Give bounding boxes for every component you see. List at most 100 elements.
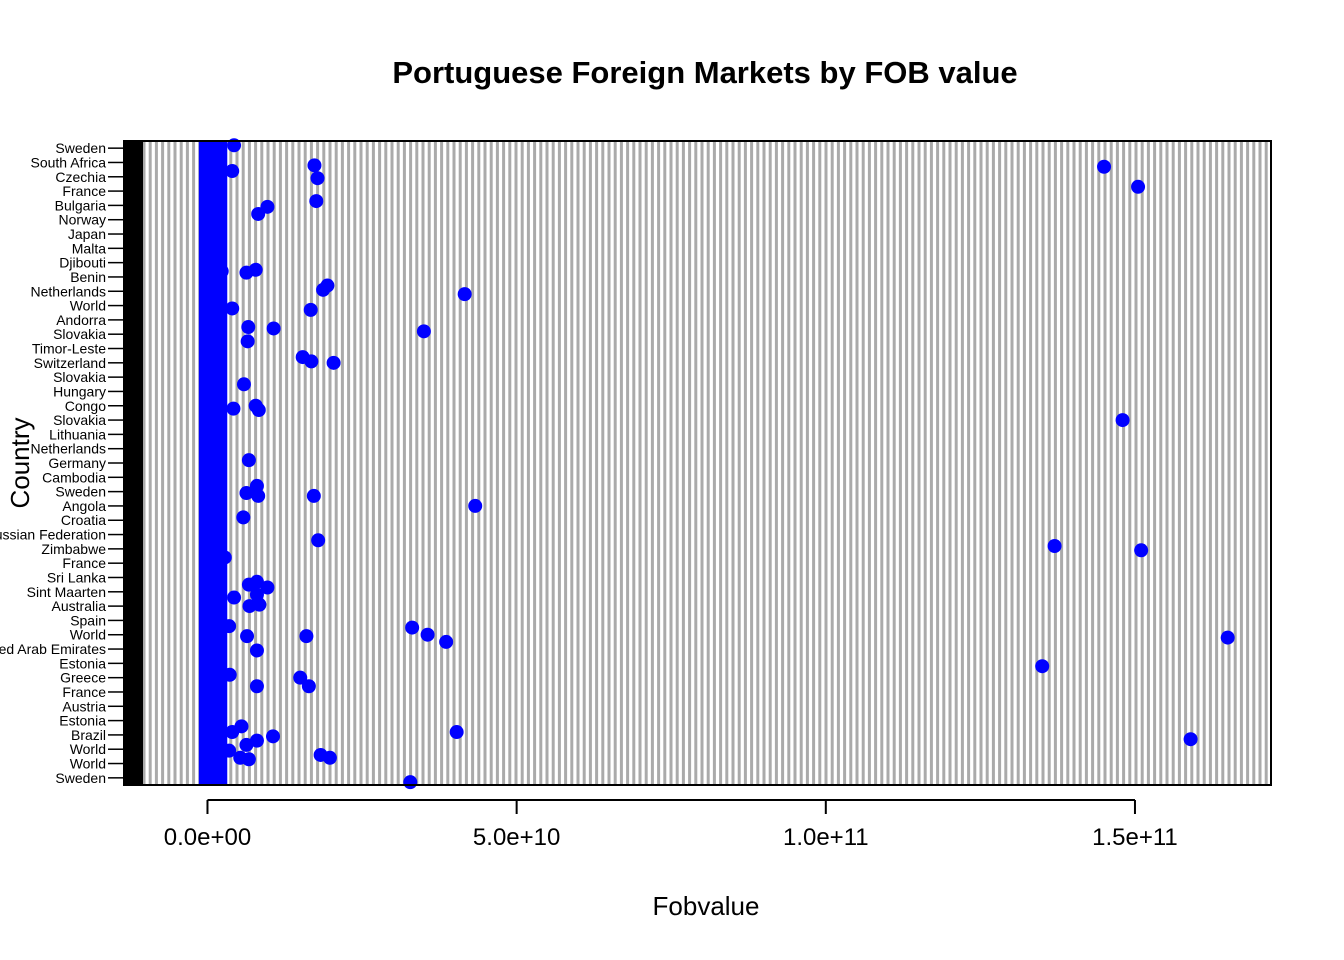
- y-tick-label: World: [70, 298, 106, 314]
- y-axis: SwedenWorldWorldBrazilEstoniaAustriaFran…: [0, 140, 124, 786]
- data-point: [309, 194, 324, 209]
- data-point: [239, 737, 254, 752]
- data-point: [457, 287, 472, 302]
- y-tick-label: Japan: [68, 226, 106, 242]
- y-tick-label: Germany: [48, 455, 106, 471]
- plot-background: [124, 141, 1268, 785]
- data-point: [240, 334, 255, 349]
- y-tick-label: Sri Lanka: [47, 569, 106, 585]
- data-point: [225, 301, 240, 316]
- data-point: [222, 743, 237, 758]
- y-tick-label: France: [62, 183, 106, 199]
- data-point: [1220, 630, 1235, 645]
- data-point: [234, 719, 249, 734]
- data-point: [249, 679, 264, 694]
- data-point: [303, 302, 318, 317]
- chart-title: Portuguese Foreign Markets by FOB value: [392, 55, 1017, 90]
- y-tick-label: France: [62, 684, 106, 700]
- x-axis: 0.0e+00 5.0e+10 1.0e+11 1.5e+11: [164, 799, 1178, 851]
- data-point: [236, 377, 251, 392]
- y-tick-label: Djibouti: [59, 255, 106, 271]
- data-point: [260, 199, 275, 214]
- data-points: [211, 138, 1235, 790]
- y-tick-label: World: [70, 627, 106, 643]
- y-tick-label: Croatia: [61, 512, 106, 528]
- data-point: [222, 619, 237, 634]
- y-tick-label: Bulgaria: [55, 197, 107, 213]
- data-point: [251, 488, 266, 503]
- y-tick-label: Slovakia: [53, 369, 106, 385]
- data-point: [304, 354, 319, 369]
- x-tick-label: 0.0e+00: [164, 824, 251, 851]
- data-point: [306, 488, 321, 503]
- data-point: [217, 550, 232, 565]
- y-tick-label: France: [62, 555, 106, 571]
- data-point: [293, 670, 308, 685]
- data-point: [249, 574, 264, 589]
- y-tick-label: Estonia: [59, 655, 106, 671]
- data-point: [266, 321, 281, 336]
- data-point: [225, 164, 240, 179]
- data-point: [326, 355, 341, 370]
- data-point: [1183, 732, 1198, 747]
- y-tick-label: Netherlands: [31, 283, 107, 299]
- y-tick-label: World: [70, 756, 106, 772]
- y-tick-label: Angola: [62, 498, 106, 514]
- data-point: [227, 590, 242, 605]
- y-tick-label: Cambodia: [42, 469, 106, 485]
- black-band: [124, 141, 143, 785]
- data-point: [322, 750, 337, 765]
- data-point: [1131, 179, 1146, 194]
- data-point: [299, 629, 314, 644]
- y-tick-label: Slovakia: [53, 326, 106, 342]
- y-tick-label: Norway: [59, 212, 106, 228]
- x-tick-label: 1.0e+11: [783, 824, 869, 851]
- y-tick-label: Spain: [70, 612, 106, 628]
- data-point: [241, 320, 256, 335]
- y-tick-label: Andorra: [56, 312, 106, 328]
- y-tick-label: Netherlands: [31, 441, 107, 457]
- data-point: [241, 453, 256, 468]
- y-tick-label: Australia: [52, 598, 107, 614]
- y-tick-label: Sint Maarten: [27, 584, 106, 600]
- y-tick-label: Malta: [72, 240, 106, 256]
- data-point: [249, 643, 264, 658]
- y-tick-label: United Arab Emirates: [0, 641, 106, 657]
- dense-points-band: [198, 141, 228, 785]
- y-tick-label: Czechia: [55, 169, 106, 185]
- data-point: [307, 158, 322, 173]
- x-axis-label: Fobvalue: [653, 891, 760, 921]
- data-point: [311, 533, 326, 548]
- data-point: [403, 775, 418, 790]
- data-point: [249, 733, 264, 748]
- data-point: [240, 629, 255, 644]
- data-point: [211, 755, 226, 770]
- data-point: [1047, 539, 1062, 554]
- data-point: [405, 620, 420, 635]
- y-tick-label: Austria: [62, 698, 106, 714]
- y-tick-label: Slovakia: [53, 412, 106, 428]
- y-tick-label: World: [70, 741, 106, 757]
- data-point: [260, 580, 275, 595]
- x-tick-label: 5.0e+10: [473, 824, 560, 851]
- y-tick-label: Estonia: [59, 713, 106, 729]
- data-point: [420, 627, 435, 642]
- data-point: [266, 729, 281, 744]
- y-tick-label: Zimbabwe: [41, 541, 106, 557]
- y-tick-label: Timor-Leste: [32, 341, 106, 357]
- y-tick-label: Sweden: [55, 770, 106, 786]
- y-tick-label: Congo: [65, 398, 106, 414]
- data-point: [449, 725, 464, 740]
- y-tick-label: Hungary: [53, 383, 106, 399]
- data-point: [1097, 159, 1112, 174]
- x-tick-label: 1.5e+11: [1092, 824, 1178, 851]
- data-point: [310, 171, 325, 186]
- data-point: [241, 752, 256, 767]
- y-axis-label: Country: [5, 417, 35, 508]
- data-point: [439, 634, 454, 649]
- data-point: [236, 510, 251, 525]
- data-point: [1115, 413, 1130, 428]
- y-tick-label: Sweden: [55, 484, 106, 500]
- data-point: [301, 679, 316, 694]
